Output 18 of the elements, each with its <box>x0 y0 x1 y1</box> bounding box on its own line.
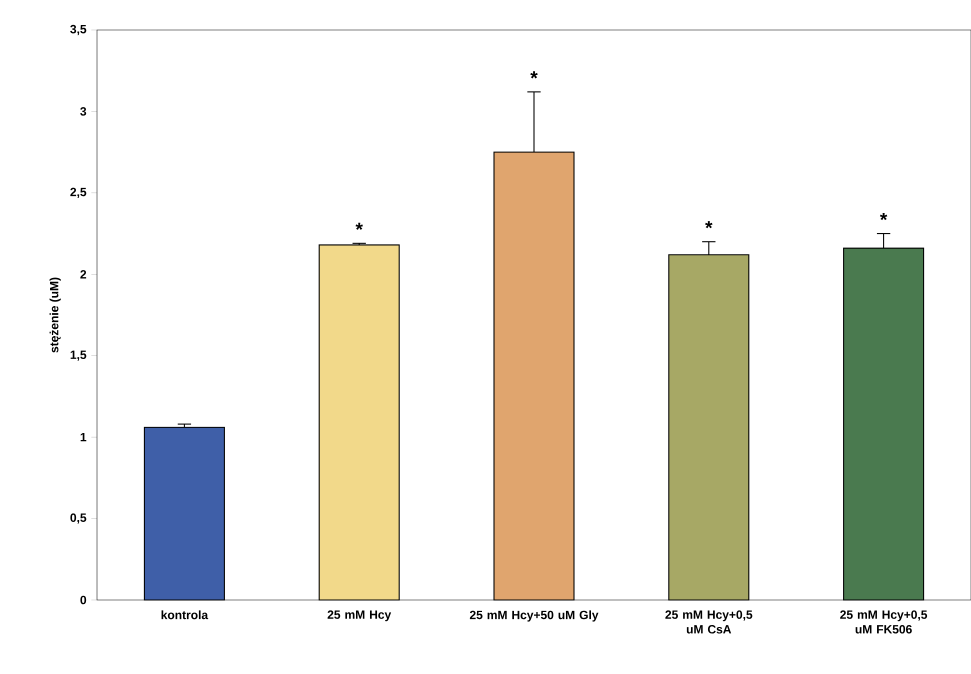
y-tick-label: 1 <box>80 433 86 442</box>
y-tick-label: 3 <box>80 107 86 116</box>
x-tick-label: 25 mM Hcy <box>328 610 392 622</box>
annotation: * <box>530 71 538 78</box>
y-tick-label: 0 <box>80 596 86 604</box>
x-tick-label: 25 mM Hcy+0,5 uM CsA <box>665 610 752 634</box>
y-tick-label: 2,5 <box>70 188 86 198</box>
x-tick-label: kontrola <box>162 610 208 620</box>
annotation: * <box>705 221 713 228</box>
y-tick-label: 1,5 <box>70 350 86 361</box>
annotation: * <box>880 212 888 220</box>
annotation: * <box>356 222 363 230</box>
x-tick-label: 25 mM Hcy+0,5 uM FK506 <box>840 610 928 634</box>
y-axis-title: stężenie (uM) <box>50 278 61 353</box>
y-tick-label: 0,5 <box>70 513 86 524</box>
y-tick-label: 3,5 <box>70 24 86 36</box>
x-tick-label: 25 mM Hcy+50 uM Gly <box>470 610 598 622</box>
y-tick-label: 2 <box>80 270 86 278</box>
